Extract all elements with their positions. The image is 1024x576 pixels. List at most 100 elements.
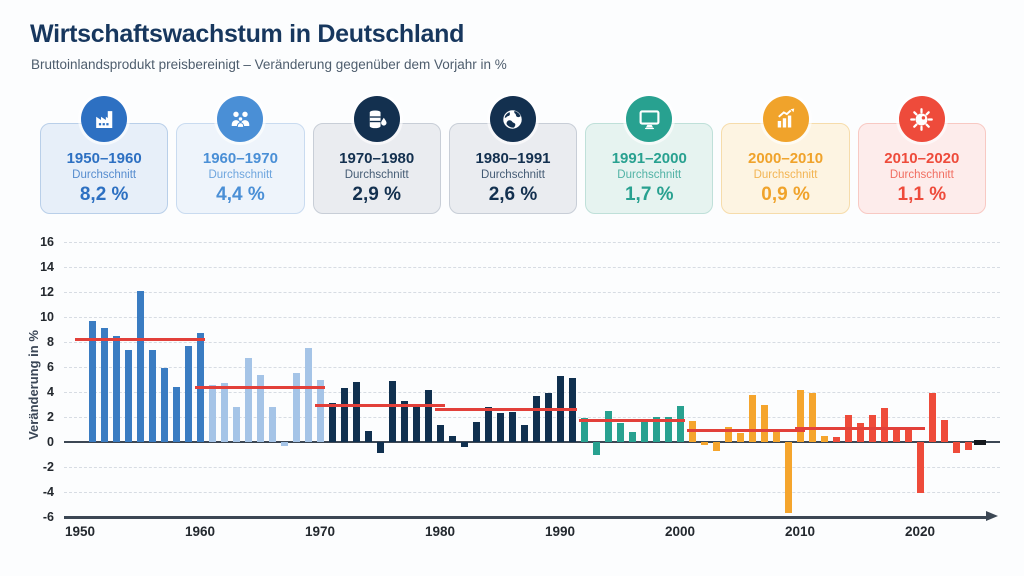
oil-barrel-icon xyxy=(353,96,400,142)
average-value: 4,4 % xyxy=(216,184,265,205)
y-tick-label: -6 xyxy=(42,510,54,524)
y-tick-label: 4 xyxy=(47,385,54,399)
average-label: Durchschnitt xyxy=(617,169,682,181)
gridline-6 xyxy=(64,366,1000,368)
decade-card-1970-1980: 1970–1980 Durchschnitt 2,9 % xyxy=(312,96,441,216)
bar-2007 xyxy=(760,404,768,442)
bar-1951 xyxy=(88,320,96,442)
x-axis-line xyxy=(64,516,988,519)
bar-1956 xyxy=(148,349,156,442)
virus-icon xyxy=(898,96,945,142)
bar-1962 xyxy=(220,383,228,442)
bar-1973 xyxy=(352,382,360,442)
average-label: Durchschnitt xyxy=(753,169,818,181)
average-line-2001-2010 xyxy=(687,429,805,433)
card-period: 1950–1960 xyxy=(66,150,142,167)
y-tick-label: 12 xyxy=(40,285,54,299)
decade-cards-row: 1950–1960 Durchschnitt 8,2 % 1960–1970 Durc… xyxy=(40,96,986,216)
bar-2017 xyxy=(880,408,888,442)
y-tick-label: 16 xyxy=(40,235,54,249)
x-tick-label: 1950 xyxy=(64,524,96,539)
x-tick-label: 1990 xyxy=(544,524,576,539)
bar-2002 xyxy=(700,442,708,445)
bar-1996 xyxy=(628,432,636,442)
bar-1969 xyxy=(304,348,312,442)
gridline-8 xyxy=(64,341,1000,343)
average-label: Durchschnitt xyxy=(481,169,545,181)
bar-2011 xyxy=(808,393,816,442)
bar-1958 xyxy=(172,387,180,442)
x-tick-label: 2020 xyxy=(904,524,936,539)
average-line-1950-1960 xyxy=(75,338,205,341)
bar-1961 xyxy=(208,384,216,442)
bar-1999 xyxy=(664,417,672,442)
bar-1952 xyxy=(100,328,108,442)
decade-card-box: 1980–1991 Durchschnitt 2,6 % xyxy=(448,123,578,214)
bar-1955 xyxy=(136,290,144,442)
average-line-1992-2000 xyxy=(579,419,685,423)
decade-card-1960-1970: 1960–1970 Durchschnitt 4,4 % xyxy=(176,96,305,216)
decade-card-box: 1950–1960 Durchschnitt 8,2 % xyxy=(40,123,169,214)
bar-2012 xyxy=(820,435,828,442)
gridline--4 xyxy=(64,491,1000,493)
bar-1980 xyxy=(436,424,444,442)
bar-1967 xyxy=(280,442,288,446)
bar-2000 xyxy=(676,405,684,442)
gridline-14 xyxy=(64,266,1000,268)
family-icon xyxy=(217,96,264,142)
y-tick-label: -2 xyxy=(42,460,54,474)
x-tick-label: 1970 xyxy=(304,524,336,539)
bar-1997 xyxy=(640,419,648,442)
average-line-2010-2020 xyxy=(795,426,925,430)
bar-1964 xyxy=(244,358,252,442)
bar-1984 xyxy=(484,407,492,442)
bar-1981 xyxy=(448,435,456,442)
gridline-16 xyxy=(64,241,1000,243)
average-line-1970-1980 xyxy=(315,404,445,408)
card-period: 1960–1970 xyxy=(202,150,278,167)
average-label: Durchschnitt xyxy=(344,169,409,181)
bar-2018 xyxy=(892,429,900,442)
bar-1971 xyxy=(328,403,336,442)
gridline-2 xyxy=(64,416,1000,418)
bar-1983 xyxy=(472,422,480,442)
bar-1992 xyxy=(580,418,588,442)
bar-1978 xyxy=(412,404,420,442)
bar-1963 xyxy=(232,407,240,442)
bar-1970 xyxy=(316,379,324,442)
bar-2022 xyxy=(940,419,948,442)
gridline-12 xyxy=(64,291,1000,293)
bar-1995 xyxy=(616,423,624,442)
bar-1986 xyxy=(508,412,516,442)
bar-1954 xyxy=(124,349,132,442)
bar-1976 xyxy=(388,380,396,442)
monitor-icon xyxy=(626,96,673,142)
globe-icon xyxy=(489,96,536,142)
end-marker-2025 xyxy=(974,439,986,445)
x-tick-label: 1960 xyxy=(184,524,216,539)
bar-1966 xyxy=(268,407,276,442)
bar-1985 xyxy=(496,413,504,442)
bar-2010 xyxy=(796,389,804,442)
bar-2004 xyxy=(724,427,732,442)
bar-2006 xyxy=(748,394,756,442)
bar-1965 xyxy=(256,374,264,442)
average-value: 2,6 % xyxy=(488,184,538,205)
bar-1972 xyxy=(340,388,348,442)
bar-1953 xyxy=(112,335,120,442)
bar-2021 xyxy=(928,393,936,442)
y-tick-label: 8 xyxy=(47,335,54,349)
decade-card-2000-2010: 2000–2010 Durchschnitt 0,9 % xyxy=(721,96,850,216)
x-tick-label: 1980 xyxy=(424,524,456,539)
page-title: Wirtschaftswachstum in Deutschland xyxy=(30,20,465,48)
card-period: 2000–2010 xyxy=(748,150,824,167)
bar-1975 xyxy=(376,442,384,454)
card-period: 1970–1980 xyxy=(339,150,415,167)
gridline-10 xyxy=(64,316,1000,318)
y-tick-label: -4 xyxy=(42,485,54,499)
bar-2005 xyxy=(736,433,744,442)
bar-1987 xyxy=(520,424,528,442)
card-period: 1991–2000 xyxy=(611,150,687,167)
average-value: 0,9 % xyxy=(761,184,810,205)
card-period: 1980–1991 xyxy=(475,150,551,167)
